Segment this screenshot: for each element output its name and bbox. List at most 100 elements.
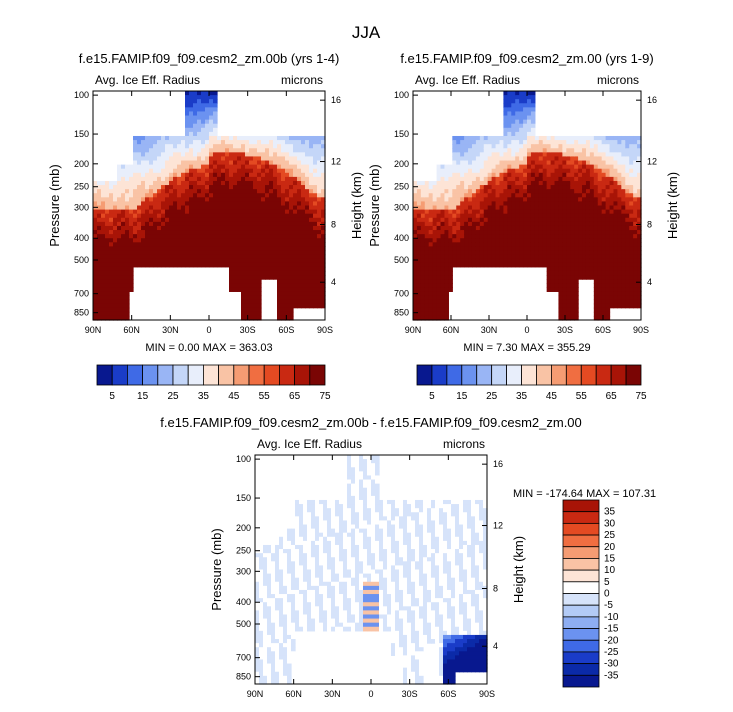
heatmap-cell bbox=[436, 185, 442, 190]
heatmap-cell bbox=[117, 180, 122, 186]
heatmap-cell bbox=[452, 250, 457, 256]
heatmap-cell bbox=[530, 103, 536, 108]
heatmap-cell bbox=[621, 291, 626, 297]
heatmap-cell bbox=[456, 172, 461, 178]
heatmap-cell bbox=[177, 254, 182, 260]
heatmap-cell bbox=[546, 238, 552, 243]
heatmap-cell bbox=[229, 234, 234, 239]
heatmap-cell bbox=[197, 246, 202, 252]
heatmap-cell bbox=[253, 254, 258, 260]
heatmap-cell bbox=[464, 185, 469, 190]
heatmap-cell bbox=[527, 193, 532, 198]
heatmap-cell bbox=[173, 135, 178, 141]
heatmap-cell bbox=[566, 168, 571, 174]
heatmap-cell bbox=[105, 266, 110, 272]
heatmap-cell bbox=[621, 152, 626, 158]
heatmap-cell bbox=[117, 299, 122, 305]
heatmap-cell bbox=[582, 230, 587, 235]
heatmap-cell bbox=[589, 266, 595, 272]
heatmap-cell bbox=[293, 193, 298, 198]
heatmap-cell bbox=[213, 127, 218, 133]
colorbar-label: 45 bbox=[546, 391, 558, 402]
heatmap-cell bbox=[125, 287, 130, 292]
heatmap-cell bbox=[448, 176, 453, 182]
heatmap-cell bbox=[141, 193, 146, 198]
heatmap-cell bbox=[534, 193, 540, 198]
heatmap-cell bbox=[585, 148, 591, 153]
heatmap-cell bbox=[149, 197, 154, 203]
heatmap-cell bbox=[201, 189, 206, 194]
heatmap-cell bbox=[515, 168, 520, 174]
heatmap-cell bbox=[291, 569, 296, 575]
heatmap-cell bbox=[117, 270, 122, 276]
heatmap-cell bbox=[249, 230, 254, 235]
heatmap-cell bbox=[420, 279, 426, 284]
heatmap-cell bbox=[237, 234, 242, 239]
heatmap-cell bbox=[621, 213, 626, 219]
heatmap-cell bbox=[177, 197, 182, 203]
heatmap-cell bbox=[309, 148, 314, 153]
heatmap-cell bbox=[468, 254, 473, 260]
heatmap-cell bbox=[277, 225, 282, 231]
heatmap-cell bbox=[117, 221, 122, 227]
heatmap-cell bbox=[503, 246, 508, 252]
heatmap-cell bbox=[209, 205, 214, 211]
heatmap-cell bbox=[125, 221, 130, 227]
heatmap-cell bbox=[169, 164, 174, 170]
heatmap-cell bbox=[213, 168, 218, 174]
heatmap-cell bbox=[101, 258, 106, 264]
heatmap-cell bbox=[113, 246, 118, 252]
heatmap-cell bbox=[293, 238, 298, 243]
heatmap-cell bbox=[287, 544, 292, 550]
heatmap-cell bbox=[275, 610, 280, 616]
heatmap-cell bbox=[299, 544, 304, 550]
heatmap-cell bbox=[141, 148, 146, 153]
heatmap-cell bbox=[305, 287, 310, 292]
heatmap-cell bbox=[295, 598, 300, 603]
heatmap-cell bbox=[209, 176, 214, 182]
heatmap-cell bbox=[593, 135, 599, 141]
heatmap-cell bbox=[558, 201, 563, 207]
heatmap-cell bbox=[225, 197, 230, 203]
heatmap-cell bbox=[428, 180, 434, 186]
heatmap-cell bbox=[293, 135, 298, 141]
heatmap-cell bbox=[189, 262, 194, 268]
heatmap-cell bbox=[558, 315, 563, 321]
heatmap-cell bbox=[201, 201, 206, 207]
heatmap-cell bbox=[487, 148, 493, 153]
heatmap-cell bbox=[432, 246, 438, 252]
heatmap-cell bbox=[542, 135, 548, 141]
heatmap-cell bbox=[229, 230, 234, 235]
heatmap-cell bbox=[558, 254, 563, 260]
heatmap-cell bbox=[269, 176, 274, 182]
heatmap-cell bbox=[621, 193, 626, 198]
heatmap-cell bbox=[605, 185, 611, 190]
heatmap-cell bbox=[570, 152, 575, 158]
heatmap-cell bbox=[257, 311, 262, 317]
heatmap-cell bbox=[197, 193, 202, 198]
heatmap-cell bbox=[503, 172, 508, 178]
heatmap-cell bbox=[289, 160, 294, 166]
heatmap-cell bbox=[554, 205, 560, 211]
heatmap-cell bbox=[261, 242, 266, 247]
heatmap-cell bbox=[436, 217, 442, 223]
heatmap-cell bbox=[237, 250, 242, 256]
heatmap-cell bbox=[285, 242, 290, 247]
heatmap-cell bbox=[165, 246, 170, 252]
heatmap-cell bbox=[287, 614, 292, 620]
heatmap-cell bbox=[185, 111, 190, 117]
heatmap-cell bbox=[287, 528, 292, 534]
heatmap-cell bbox=[213, 156, 218, 162]
heatmap-cell bbox=[491, 152, 497, 158]
heatmap-cell bbox=[261, 262, 266, 268]
heatmap-cell bbox=[452, 197, 457, 203]
heatmap-cell bbox=[277, 258, 282, 264]
heatmap-cell bbox=[281, 217, 286, 223]
heatmap-cell bbox=[109, 221, 114, 227]
heatmap-cell bbox=[257, 201, 262, 207]
heatmap-cell bbox=[530, 262, 536, 268]
heatmap-cell bbox=[273, 160, 278, 166]
heatmap-cell bbox=[189, 103, 194, 108]
heatmap-cell bbox=[117, 287, 122, 292]
heatmap-cell bbox=[161, 250, 166, 256]
